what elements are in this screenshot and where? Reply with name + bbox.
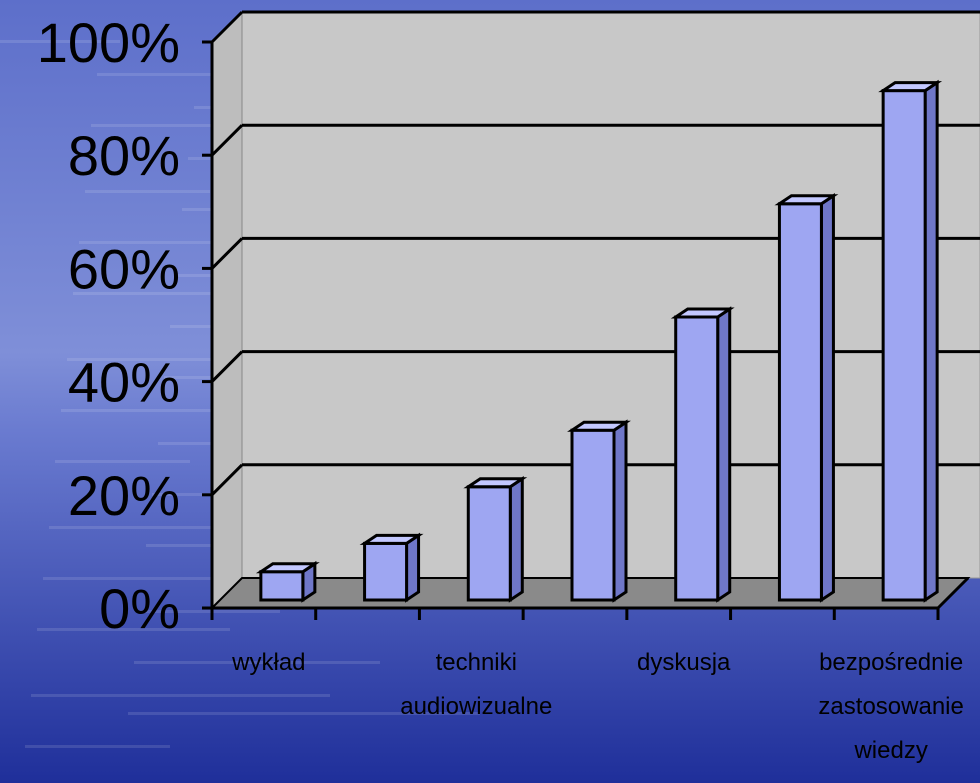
- gridline-side: [210, 237, 244, 270]
- y-tick-label: 100%: [37, 11, 180, 74]
- x-tick-label: techniki: [436, 649, 517, 676]
- y-tick-label: 0%: [99, 577, 180, 640]
- background-streak: [61, 409, 350, 412]
- y-tick-label: 20%: [68, 464, 180, 527]
- bar: [359, 532, 424, 603]
- background-streak: [55, 460, 190, 463]
- bar: [255, 560, 320, 603]
- x-axis: [210, 576, 970, 620]
- bar-top: [774, 194, 839, 206]
- y-axis: 0% 20% 40% 60% 80% 100%: [37, 11, 214, 640]
- bar: [567, 419, 631, 603]
- background-streak: [128, 712, 480, 715]
- x-tick-label: zastosowanie: [818, 693, 963, 720]
- bar-front: [259, 570, 305, 602]
- gridline-side: [210, 463, 244, 496]
- bar-side: [508, 475, 524, 603]
- bar-front: [777, 202, 823, 602]
- bar-front: [570, 428, 616, 602]
- x-tick-label: bezpośrednie: [819, 649, 963, 676]
- background-streak: [97, 73, 270, 76]
- x-labels: wykład techniki audiowizualne dyskusja bezpo…: [231, 649, 964, 764]
- bar-top: [463, 477, 528, 489]
- background-streak: [31, 694, 330, 697]
- bar-front: [466, 485, 512, 602]
- gridline-side: [210, 350, 244, 383]
- bar-front: [363, 541, 409, 602]
- background-streak: [85, 190, 210, 193]
- background-streak: [49, 526, 290, 529]
- background-streak: [37, 628, 230, 631]
- background-streak: [67, 358, 250, 361]
- bar-top: [567, 420, 631, 432]
- bar-top: [359, 533, 424, 545]
- bar: [463, 475, 528, 603]
- bar-front: [881, 89, 927, 602]
- bar-side: [612, 419, 628, 603]
- x-tick-label: dyskusja: [637, 649, 731, 676]
- bar-side: [716, 306, 732, 603]
- bar-side: [819, 192, 835, 603]
- bar: [878, 79, 943, 603]
- plot-left-wall: [211, 10, 243, 610]
- bar-top: [255, 562, 320, 574]
- background-streak: [25, 745, 170, 748]
- x-axis-depth-line: [936, 576, 970, 610]
- x-tick-label: audiowizualne: [400, 693, 552, 720]
- bars: [255, 79, 943, 603]
- y-tick-label: 80%: [68, 124, 180, 187]
- background-streak: [0, 40, 120, 43]
- background-streak: [134, 661, 380, 664]
- x-tick-label: wykład: [231, 649, 305, 676]
- bar-top: [670, 307, 735, 319]
- bar: [774, 192, 839, 603]
- y-tick-label: 40%: [68, 351, 180, 414]
- background-streak: [140, 610, 280, 613]
- bar-front: [674, 315, 720, 602]
- y-tick-label: 60%: [68, 237, 180, 300]
- bar-top: [878, 81, 943, 93]
- bar-side: [405, 532, 421, 603]
- x-tick-label: wiedzy: [853, 737, 927, 764]
- background-streak: [79, 241, 310, 244]
- gridline-side: [210, 10, 244, 44]
- gridline-side: [210, 124, 244, 157]
- bar-side: [923, 79, 939, 603]
- bar: [670, 306, 735, 603]
